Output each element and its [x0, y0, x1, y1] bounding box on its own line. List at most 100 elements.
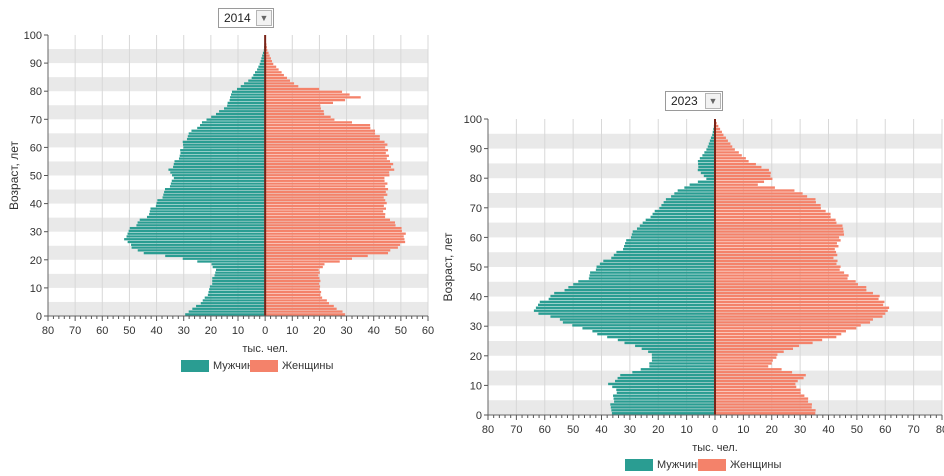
legend-male: Мужчины	[181, 360, 261, 372]
male-bar	[169, 185, 266, 188]
x-tick-label: 60	[422, 325, 434, 337]
female-bar	[265, 246, 398, 249]
female-bar	[715, 239, 841, 242]
y-tick-label: 100	[24, 30, 42, 42]
male-bar	[207, 293, 266, 297]
male-bar	[261, 57, 266, 60]
female-bar	[265, 93, 350, 96]
chevron-down-icon[interactable]: ▼	[256, 10, 272, 26]
female-bar	[265, 229, 402, 233]
chevron-down-icon[interactable]: ▼	[705, 93, 721, 109]
female-bar	[715, 165, 762, 169]
female-bar	[265, 260, 340, 263]
female-bar	[265, 149, 389, 152]
y-tick-label: 30	[30, 227, 42, 239]
female-bar	[715, 198, 816, 201]
male-bar	[171, 179, 266, 182]
male-bar	[191, 129, 266, 132]
female-bar	[265, 51, 269, 54]
x-tick-label: 30	[794, 424, 806, 436]
female-bar	[265, 79, 291, 82]
male-bar	[689, 183, 715, 186]
y-tick-label: 70	[470, 203, 482, 215]
female-bar	[265, 182, 388, 185]
female-bar	[265, 240, 406, 244]
male-bar	[639, 224, 715, 227]
female-bar	[265, 126, 371, 130]
male-bar	[262, 54, 266, 57]
female-bar	[715, 294, 880, 298]
male-bar	[173, 162, 266, 166]
x-tick-label: 10	[232, 325, 244, 337]
male-bar	[136, 224, 266, 227]
x-tick-label: 20	[313, 325, 325, 337]
year-select-2023[interactable]: 2023 ▼	[665, 91, 723, 111]
female-bar	[265, 285, 321, 288]
female-bar	[715, 388, 801, 392]
female-bar	[265, 201, 387, 205]
male-bar	[200, 302, 266, 305]
legend-swatch-male	[181, 360, 209, 372]
female-bar	[265, 257, 352, 260]
female-bar	[265, 199, 386, 202]
male-bar	[212, 279, 266, 283]
male-bar	[620, 373, 715, 377]
female-bar	[715, 332, 842, 336]
female-bar	[715, 203, 821, 207]
male-bar	[229, 98, 266, 102]
male-bar	[212, 277, 266, 280]
female-bar	[715, 268, 840, 271]
male-bar	[127, 232, 266, 235]
female-bar	[715, 171, 771, 175]
female-bar	[265, 90, 343, 93]
female-bar	[265, 179, 385, 182]
male-bar	[224, 107, 266, 110]
y-tick-label: 30	[470, 321, 482, 333]
male-bar	[244, 82, 266, 85]
male-bar	[592, 330, 715, 333]
female-bar	[265, 313, 346, 316]
female-bar	[715, 145, 733, 148]
female-bar	[715, 344, 800, 348]
male-bar	[700, 171, 715, 175]
female-bar	[265, 62, 274, 66]
male-bar	[697, 168, 715, 172]
male-bar	[215, 112, 266, 116]
male-bar	[149, 210, 266, 213]
female-bar	[265, 98, 346, 102]
female-bar	[715, 206, 821, 210]
male-bar	[201, 121, 266, 124]
male-bar	[170, 171, 266, 174]
male-bar	[623, 247, 715, 251]
male-bar	[704, 151, 715, 154]
female-bar	[715, 221, 837, 224]
female-bar	[265, 288, 320, 291]
male-bar	[211, 263, 266, 266]
x-tick-label: 80	[482, 424, 494, 436]
male-bar	[257, 68, 266, 71]
male-bar	[538, 303, 715, 307]
y-tick-label: 0	[476, 410, 482, 422]
female-bar	[265, 218, 390, 221]
female-bar	[265, 137, 380, 141]
male-bar	[626, 239, 715, 242]
male-bar	[702, 154, 715, 157]
male-bar	[595, 268, 715, 271]
male-bar	[185, 313, 266, 316]
male-bar	[231, 93, 266, 96]
male-bar	[568, 286, 715, 289]
male-bar	[165, 254, 266, 258]
male-bar	[659, 206, 715, 210]
female-bar	[715, 236, 840, 239]
male-bar	[262, 51, 266, 54]
year-select-2014[interactable]: 2014 ▼	[218, 8, 274, 28]
female-bar	[265, 174, 390, 177]
female-bar	[715, 312, 886, 315]
male-bar	[674, 192, 715, 195]
male-bar	[197, 126, 266, 130]
female-bar	[265, 48, 268, 52]
female-bar	[715, 174, 771, 178]
female-bar	[265, 204, 384, 207]
